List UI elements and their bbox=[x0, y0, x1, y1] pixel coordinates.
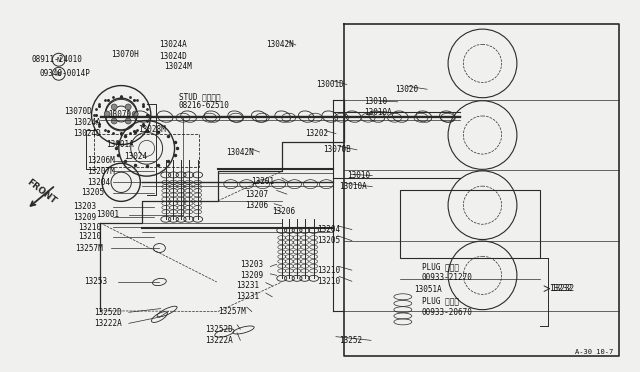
Text: 13207M: 13207M bbox=[87, 167, 115, 176]
Text: 13024M: 13024M bbox=[164, 61, 191, 71]
Text: 13203: 13203 bbox=[241, 260, 264, 269]
Text: 13252D: 13252D bbox=[94, 308, 122, 317]
Circle shape bbox=[125, 104, 131, 110]
Text: 13205: 13205 bbox=[81, 188, 104, 197]
Text: PLUG プラグ: PLUG プラグ bbox=[422, 297, 459, 306]
Text: STUD スタッド: STUD スタッド bbox=[179, 92, 220, 101]
Text: 13010: 13010 bbox=[347, 171, 370, 180]
Text: 13206: 13206 bbox=[272, 207, 295, 217]
Text: 13204: 13204 bbox=[317, 225, 340, 234]
Text: 13209: 13209 bbox=[241, 271, 264, 280]
Text: 13231: 13231 bbox=[236, 292, 259, 301]
Text: 13257M: 13257M bbox=[218, 307, 246, 316]
Text: 13232: 13232 bbox=[550, 284, 574, 293]
Text: A-30 10-7: A-30 10-7 bbox=[575, 349, 613, 355]
Text: 13207: 13207 bbox=[245, 190, 268, 199]
Bar bbox=[399, 190, 540, 258]
Text: 13010: 13010 bbox=[365, 97, 388, 106]
Text: 13042N: 13042N bbox=[226, 148, 253, 157]
Text: 13222A: 13222A bbox=[94, 319, 122, 328]
Text: 13210: 13210 bbox=[317, 277, 340, 286]
Text: 13206M: 13206M bbox=[87, 156, 115, 166]
Text: 13252D: 13252D bbox=[205, 325, 233, 334]
Text: 13206: 13206 bbox=[245, 202, 268, 211]
Text: 13252: 13252 bbox=[339, 336, 362, 345]
Text: 13051A: 13051A bbox=[414, 285, 442, 294]
Text: 13070H: 13070H bbox=[111, 51, 139, 60]
Text: 13001: 13001 bbox=[96, 210, 119, 219]
Text: 13070D: 13070D bbox=[64, 107, 92, 116]
Text: 13042N: 13042N bbox=[266, 41, 294, 49]
Circle shape bbox=[125, 118, 131, 124]
Text: 13210: 13210 bbox=[78, 223, 101, 232]
Text: 13024D: 13024D bbox=[73, 129, 100, 138]
Text: 13210: 13210 bbox=[317, 266, 340, 275]
Circle shape bbox=[104, 111, 110, 117]
Text: 00933-20670: 00933-20670 bbox=[422, 308, 473, 317]
Text: 13231: 13231 bbox=[236, 281, 259, 290]
Text: FRONT: FRONT bbox=[24, 177, 58, 206]
Text: 13202: 13202 bbox=[305, 129, 328, 138]
Text: 13020: 13020 bbox=[395, 85, 419, 94]
Text: 13010A: 13010A bbox=[365, 108, 392, 118]
Text: 09340-0014P: 09340-0014P bbox=[40, 69, 90, 78]
Text: 13232: 13232 bbox=[549, 284, 573, 293]
Text: 13253: 13253 bbox=[84, 278, 108, 286]
Text: 13203: 13203 bbox=[73, 202, 96, 211]
Text: 13024A: 13024A bbox=[159, 41, 187, 49]
Text: 13257M: 13257M bbox=[75, 244, 102, 253]
Text: 13028M: 13028M bbox=[138, 125, 166, 134]
Text: 13204: 13204 bbox=[87, 178, 110, 187]
Text: N: N bbox=[56, 57, 61, 63]
Text: 13001D: 13001D bbox=[316, 80, 344, 89]
Text: 13024D: 13024D bbox=[159, 52, 187, 61]
Text: 13024A: 13024A bbox=[73, 118, 100, 127]
Text: 13001A: 13001A bbox=[106, 140, 134, 149]
Text: 13070: 13070 bbox=[108, 109, 132, 119]
Text: 08216-62510: 08216-62510 bbox=[179, 101, 229, 110]
Text: 13201: 13201 bbox=[251, 177, 275, 186]
Text: 13222A: 13222A bbox=[205, 336, 233, 345]
Text: W: W bbox=[56, 71, 61, 77]
Text: 13070B: 13070B bbox=[323, 145, 351, 154]
Text: 13210: 13210 bbox=[78, 232, 101, 241]
Text: 08911-24010: 08911-24010 bbox=[32, 55, 83, 64]
Text: 13209: 13209 bbox=[73, 212, 96, 221]
Circle shape bbox=[132, 111, 138, 117]
Text: 13024: 13024 bbox=[124, 152, 147, 161]
Circle shape bbox=[111, 118, 117, 124]
Text: PLUG プラグ: PLUG プラグ bbox=[422, 262, 459, 271]
Text: 13010A: 13010A bbox=[339, 182, 367, 191]
Text: 13205: 13205 bbox=[317, 236, 340, 245]
Text: 00933-21270: 00933-21270 bbox=[422, 273, 473, 282]
Circle shape bbox=[111, 104, 117, 110]
